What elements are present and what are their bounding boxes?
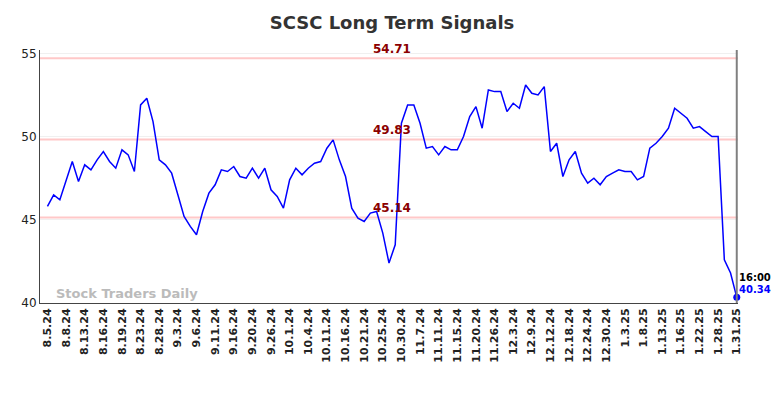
svg-text:40: 40 <box>21 296 36 310</box>
svg-text:12.24.24: 12.24.24 <box>581 308 594 363</box>
svg-text:10.16.24: 10.16.24 <box>339 308 352 363</box>
svg-text:SCSC Long Term Signals: SCSC Long Term Signals <box>270 12 515 33</box>
svg-text:10.11.24: 10.11.24 <box>320 308 333 363</box>
svg-text:49.83: 49.83 <box>373 123 411 137</box>
svg-text:1.22.25: 1.22.25 <box>693 308 706 355</box>
svg-text:8.8.24: 8.8.24 <box>60 308 73 347</box>
svg-text:8.19.24: 8.19.24 <box>116 308 129 355</box>
svg-text:11.15.24: 11.15.24 <box>451 308 464 363</box>
svg-text:45: 45 <box>21 213 36 227</box>
svg-text:Stock Traders Daily: Stock Traders Daily <box>56 286 198 301</box>
svg-text:9.20.24: 9.20.24 <box>246 308 259 355</box>
svg-text:11.20.24: 11.20.24 <box>470 308 483 363</box>
svg-text:12.30.24: 12.30.24 <box>600 308 613 363</box>
svg-text:55: 55 <box>21 47 36 61</box>
svg-text:11.26.24: 11.26.24 <box>488 308 501 363</box>
svg-text:10.30.24: 10.30.24 <box>395 308 408 363</box>
svg-text:10.25.24: 10.25.24 <box>376 308 389 363</box>
svg-text:1.3.25: 1.3.25 <box>619 308 632 347</box>
svg-text:54.71: 54.71 <box>373 42 411 56</box>
svg-text:8.23.24: 8.23.24 <box>134 308 147 355</box>
svg-text:45.14: 45.14 <box>373 201 411 215</box>
svg-text:8.16.24: 8.16.24 <box>97 308 110 355</box>
svg-text:1.31.25: 1.31.25 <box>730 308 743 355</box>
svg-text:10.1.24: 10.1.24 <box>283 308 296 355</box>
svg-text:16:00: 16:00 <box>739 272 771 283</box>
svg-text:9.16.24: 9.16.24 <box>227 308 240 355</box>
svg-text:40.34: 40.34 <box>739 284 771 295</box>
svg-text:12.9.24: 12.9.24 <box>525 308 538 355</box>
svg-text:11.11.24: 11.11.24 <box>432 308 445 363</box>
svg-text:9.26.24: 9.26.24 <box>265 308 278 355</box>
svg-text:50: 50 <box>21 130 36 144</box>
svg-text:12.12.24: 12.12.24 <box>544 308 557 363</box>
svg-text:9.11.24: 9.11.24 <box>209 308 222 355</box>
svg-text:10.4.24: 10.4.24 <box>302 308 315 355</box>
svg-text:8.13.24: 8.13.24 <box>78 308 91 355</box>
svg-text:8.28.24: 8.28.24 <box>153 308 166 355</box>
svg-text:10.21.24: 10.21.24 <box>358 308 371 363</box>
svg-text:1.28.25: 1.28.25 <box>712 308 725 355</box>
svg-text:9.3.24: 9.3.24 <box>171 308 184 347</box>
svg-text:9.6.24: 9.6.24 <box>190 308 203 347</box>
svg-text:12.18.24: 12.18.24 <box>563 308 576 363</box>
svg-text:1.8.25: 1.8.25 <box>637 308 650 347</box>
svg-text:1.16.25: 1.16.25 <box>674 308 687 355</box>
svg-text:1.13.25: 1.13.25 <box>656 308 669 355</box>
svg-text:12.3.24: 12.3.24 <box>507 308 520 355</box>
svg-text:11.7.24: 11.7.24 <box>414 308 427 355</box>
svg-text:8.5.24: 8.5.24 <box>41 308 54 347</box>
